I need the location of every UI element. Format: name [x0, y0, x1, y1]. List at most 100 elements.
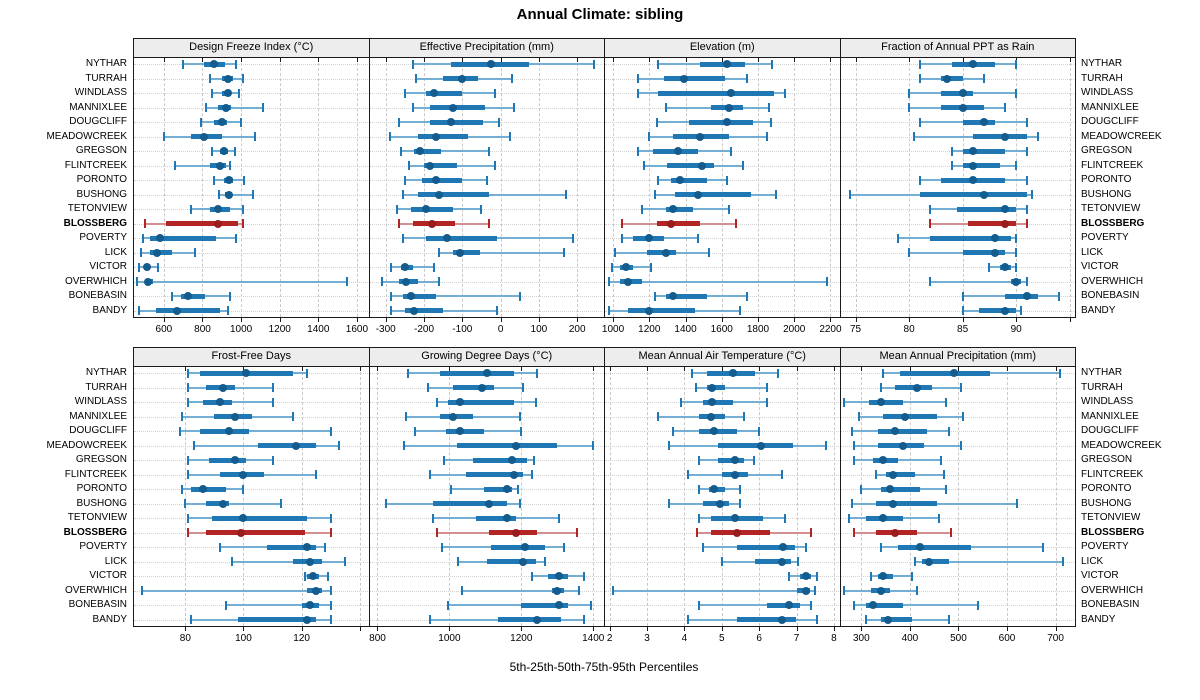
median-dot: [676, 176, 685, 185]
whisker-cap-low: [388, 132, 391, 142]
axis-tick-bottom: [909, 627, 911, 631]
whisker-cap-high: [518, 291, 521, 301]
tick-gridline: [861, 367, 863, 626]
median-dot: [1001, 205, 1010, 214]
whisker-cap-low: [432, 513, 435, 523]
station-label-right: BANDY: [1081, 304, 1116, 316]
median-dot: [621, 263, 630, 272]
whisker-cap-low: [411, 59, 414, 69]
whisker-cap-low: [140, 586, 143, 596]
whisker-cap-low: [303, 571, 306, 581]
whisker-cap-low: [137, 262, 140, 272]
whisker-cap-high: [1042, 542, 1045, 552]
axis-tick-label: 75: [849, 324, 862, 335]
whisker-cap-high: [938, 513, 941, 523]
panel-plot-box: [368, 366, 605, 627]
whisker-cap-low: [648, 132, 651, 142]
axis-tick-bottom: [855, 318, 857, 322]
whisker-cap-high: [959, 441, 962, 451]
whisker-cap-low: [853, 455, 856, 465]
whisker-cap-high: [228, 291, 231, 301]
axis-tick-label: 1600: [710, 324, 733, 335]
tick-gridline: [909, 367, 911, 626]
median-dot: [801, 586, 810, 595]
whisker-cap-low: [918, 175, 921, 185]
whisker-cap-high: [226, 306, 229, 316]
whisker-cap-high: [511, 74, 514, 84]
row-gridline: [134, 165, 368, 167]
whisker-cap-low: [411, 103, 414, 113]
row-gridline: [840, 532, 1074, 534]
whisker-line: [218, 193, 253, 196]
whisker-cap-low: [441, 542, 444, 552]
whisker-cap-low: [187, 368, 190, 378]
axis-tick-bottom: [958, 627, 960, 631]
median-dot: [410, 306, 419, 315]
axis-tick-top: [609, 367, 611, 371]
median-dot: [879, 456, 888, 465]
axis-tick-label: 1200: [268, 324, 291, 335]
station-label-right: FLINTCREEK: [1081, 468, 1144, 480]
station-label-left: BUSHONG: [76, 188, 127, 200]
station-label-right: TETONVIEW: [1081, 203, 1141, 215]
iqr-bar: [978, 308, 1017, 314]
iqr-bar: [671, 177, 708, 183]
station-label-left: TURRAH: [85, 72, 127, 84]
station-label-right: BLOSSBERG: [1081, 526, 1145, 538]
tick-gridline: [1055, 367, 1057, 626]
axis-tick-bottom: [521, 627, 523, 631]
row-gridline: [134, 489, 368, 491]
median-dot: [886, 485, 895, 494]
whisker-cap-high: [940, 455, 943, 465]
median-dot: [980, 118, 988, 127]
tick-gridline: [830, 58, 832, 317]
axis-tick-top: [359, 367, 361, 371]
median-dot: [219, 147, 228, 156]
station-label-left: TETONVIEW: [67, 512, 127, 524]
whisker-cap-high: [1061, 557, 1064, 567]
axis-tick-label: 2200: [819, 324, 842, 335]
axis-tick-label: 2000: [783, 324, 806, 335]
whisker-cap-high: [583, 615, 586, 625]
whisker-line: [185, 502, 282, 505]
median-dot: [679, 74, 688, 83]
whisker-cap-high: [271, 455, 274, 465]
whisker-cap-low: [913, 557, 916, 567]
whisker-cap-high: [242, 484, 245, 494]
whisker-cap-high: [784, 88, 787, 98]
whisker-cap-low: [141, 233, 144, 243]
median-dot: [708, 383, 717, 392]
median-dot: [511, 528, 520, 537]
tick-gridline: [649, 58, 651, 317]
iqr-bar: [1005, 293, 1038, 299]
median-dot: [869, 601, 878, 610]
whisker-cap-low: [698, 455, 701, 465]
whisker-cap-low: [918, 74, 921, 84]
median-dot: [884, 615, 893, 624]
whisker-cap-low: [988, 262, 991, 272]
axis-tick-top: [462, 58, 464, 62]
tick-gridline: [962, 58, 964, 317]
tick-gridline: [301, 367, 303, 626]
station-label-left: OVERWHICH: [64, 275, 127, 287]
whisker-cap-low: [380, 277, 383, 287]
whisker-cap-high: [242, 204, 245, 214]
axis-tick-bottom: [685, 318, 687, 322]
median-dot: [431, 132, 440, 141]
tick-gridline: [759, 367, 761, 626]
whisker-cap-high: [193, 248, 196, 258]
median-dot: [236, 528, 245, 537]
axis-tick-bottom: [609, 627, 611, 631]
median-dot: [448, 412, 457, 421]
axis-tick-label: 1400: [674, 324, 697, 335]
percentiles-caption: 5th-25th-50th-75th-95th Percentiles: [509, 660, 699, 674]
whisker-cap-high: [315, 470, 318, 480]
whisker-cap-low: [213, 175, 216, 185]
median-dot: [730, 514, 739, 523]
whisker-cap-low: [199, 117, 202, 127]
iqr-bar: [880, 486, 920, 492]
axis-tick-bottom: [538, 318, 540, 322]
median-dot: [223, 89, 232, 98]
axis-tick-top: [538, 58, 540, 62]
axis-tick-label: 1200: [638, 324, 661, 335]
